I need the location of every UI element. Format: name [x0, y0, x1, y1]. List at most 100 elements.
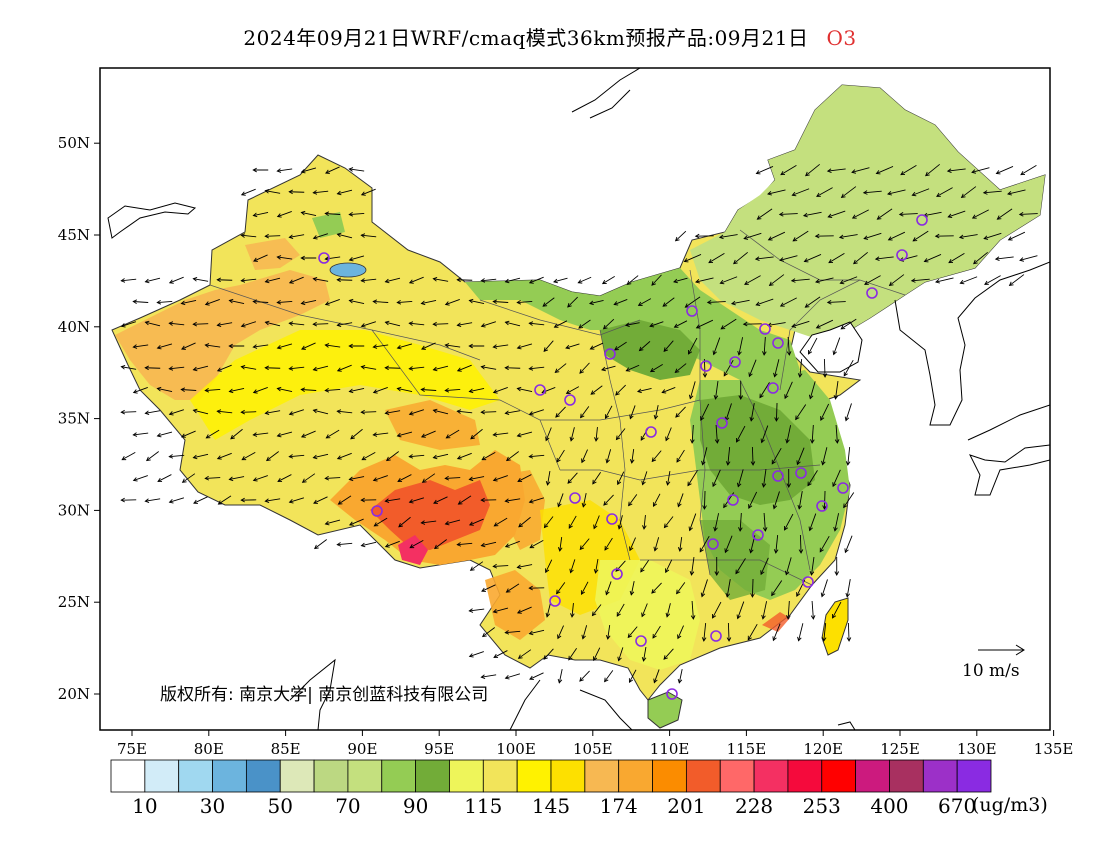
wind-arrow — [360, 321, 376, 328]
wind-arrow — [120, 321, 136, 328]
wind-vector-field — [120, 163, 1038, 684]
station-marker — [611, 568, 623, 580]
y-tick-label: 35N — [58, 410, 90, 428]
wind-arrow — [420, 430, 436, 438]
wind-arrow — [832, 337, 841, 356]
wind-arrow — [844, 403, 852, 422]
wind-arrow — [700, 579, 708, 598]
wind-arrow — [433, 539, 447, 550]
wind-arrow — [240, 233, 257, 238]
wind-arrow — [408, 409, 424, 416]
wind-arrow — [336, 322, 353, 328]
wind-arrow — [888, 274, 905, 286]
wind-arrow — [324, 299, 340, 306]
wind-arrow — [750, 446, 756, 466]
wind-arrow — [579, 538, 590, 551]
wind-arrow — [444, 519, 461, 526]
wind-arrow — [492, 299, 509, 305]
wind-arrow — [350, 428, 363, 440]
wind-arrow — [180, 430, 196, 438]
wind-arrow — [420, 387, 437, 393]
wind-arrow — [504, 498, 521, 503]
wind-arrow — [468, 608, 485, 613]
wind-arrow — [204, 475, 221, 481]
wind-arrow — [810, 424, 815, 444]
wind-arrow — [702, 490, 707, 510]
wind-arrow — [747, 623, 758, 641]
wind-arrow — [216, 452, 232, 460]
wind-arrow — [617, 471, 625, 486]
wind-arrow — [995, 166, 1014, 175]
wind-arrow — [230, 428, 243, 440]
wind-arrow — [516, 606, 532, 614]
wind-arrow — [204, 299, 220, 306]
wind-arrow — [492, 475, 508, 482]
wind-arrow — [493, 517, 508, 527]
wind-arrow — [144, 498, 161, 503]
wind-arrow — [504, 410, 521, 416]
wind-arrow — [168, 366, 185, 371]
wind-arrow — [947, 210, 966, 219]
wind-arrow — [480, 541, 497, 548]
wind-arrow — [605, 581, 612, 596]
wind-arrow — [324, 211, 341, 217]
wind-arrow — [719, 276, 738, 285]
wind-arrow — [516, 431, 533, 438]
wind-arrow — [815, 319, 834, 329]
wind-arrow — [735, 558, 746, 575]
wind-arrow — [925, 163, 940, 177]
wind-arrow — [432, 365, 449, 372]
wind-arrow — [581, 449, 588, 464]
wind-arrow — [433, 496, 448, 504]
dark-green-zone-henan — [600, 320, 700, 380]
wind-arrow — [216, 409, 233, 414]
x-tick-label: 90E — [347, 740, 377, 758]
wind-arrow — [827, 210, 846, 219]
wind-arrow — [120, 409, 137, 415]
wind-arrow — [468, 476, 485, 482]
colorbar-swatch — [110, 759, 146, 793]
wind-arrow — [469, 561, 484, 571]
wind-arrow — [336, 189, 353, 196]
wind-arrow — [626, 275, 639, 286]
wind-arrow — [581, 625, 588, 640]
wind-arrow — [772, 491, 780, 510]
wind-arrow — [602, 318, 615, 330]
wind-arrow — [480, 497, 497, 503]
wind-arrow — [432, 321, 449, 327]
wind-arrow — [545, 427, 552, 442]
wind-arrow — [815, 277, 834, 284]
wind-arrow — [843, 359, 854, 377]
wind-arrow — [701, 447, 708, 466]
wind-arrow — [336, 364, 352, 372]
wind-arrow — [456, 322, 473, 328]
wind-arrow — [674, 363, 687, 374]
wind-arrow — [567, 296, 578, 308]
wind-arrow — [796, 447, 805, 466]
wind-arrow — [181, 473, 196, 483]
y-tick-label: 25N — [58, 593, 90, 611]
wind-arrow — [504, 365, 521, 371]
station-marker — [549, 595, 561, 607]
wind-arrow — [832, 469, 841, 488]
dark-green-zone-hubei — [700, 395, 815, 505]
wind-arrow — [592, 471, 602, 485]
wind-arrow — [641, 603, 648, 618]
wind-arrow — [1008, 274, 1025, 286]
station-marker — [837, 482, 849, 494]
wind-arrow — [808, 381, 816, 400]
wind-arrow — [714, 424, 720, 444]
wind-arrow — [528, 321, 545, 326]
wind-arrow — [216, 277, 233, 283]
wind-arrow — [312, 453, 329, 460]
wind-arrow — [736, 469, 744, 488]
wind-arrow — [581, 493, 587, 508]
wind-arrow — [481, 627, 495, 638]
wind-arrow — [673, 277, 688, 284]
wind-arrow — [755, 166, 774, 175]
colorbar-swatch — [821, 759, 857, 793]
wind-arrow — [492, 563, 509, 569]
wind-arrow — [767, 231, 786, 241]
wind-arrow — [180, 299, 197, 306]
wind-arrow — [276, 343, 293, 350]
